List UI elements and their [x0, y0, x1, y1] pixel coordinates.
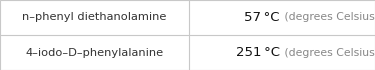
Text: (degrees Celsius): (degrees Celsius) — [281, 13, 375, 22]
Text: (degrees Celsius): (degrees Celsius) — [281, 48, 375, 57]
Text: 251 °C: 251 °C — [236, 46, 280, 59]
Text: 4–iodo–D–phenylalanine: 4–iodo–D–phenylalanine — [26, 48, 164, 57]
Text: 57 °C: 57 °C — [244, 11, 280, 24]
Text: n–phenyl diethanolamine: n–phenyl diethanolamine — [22, 13, 166, 22]
